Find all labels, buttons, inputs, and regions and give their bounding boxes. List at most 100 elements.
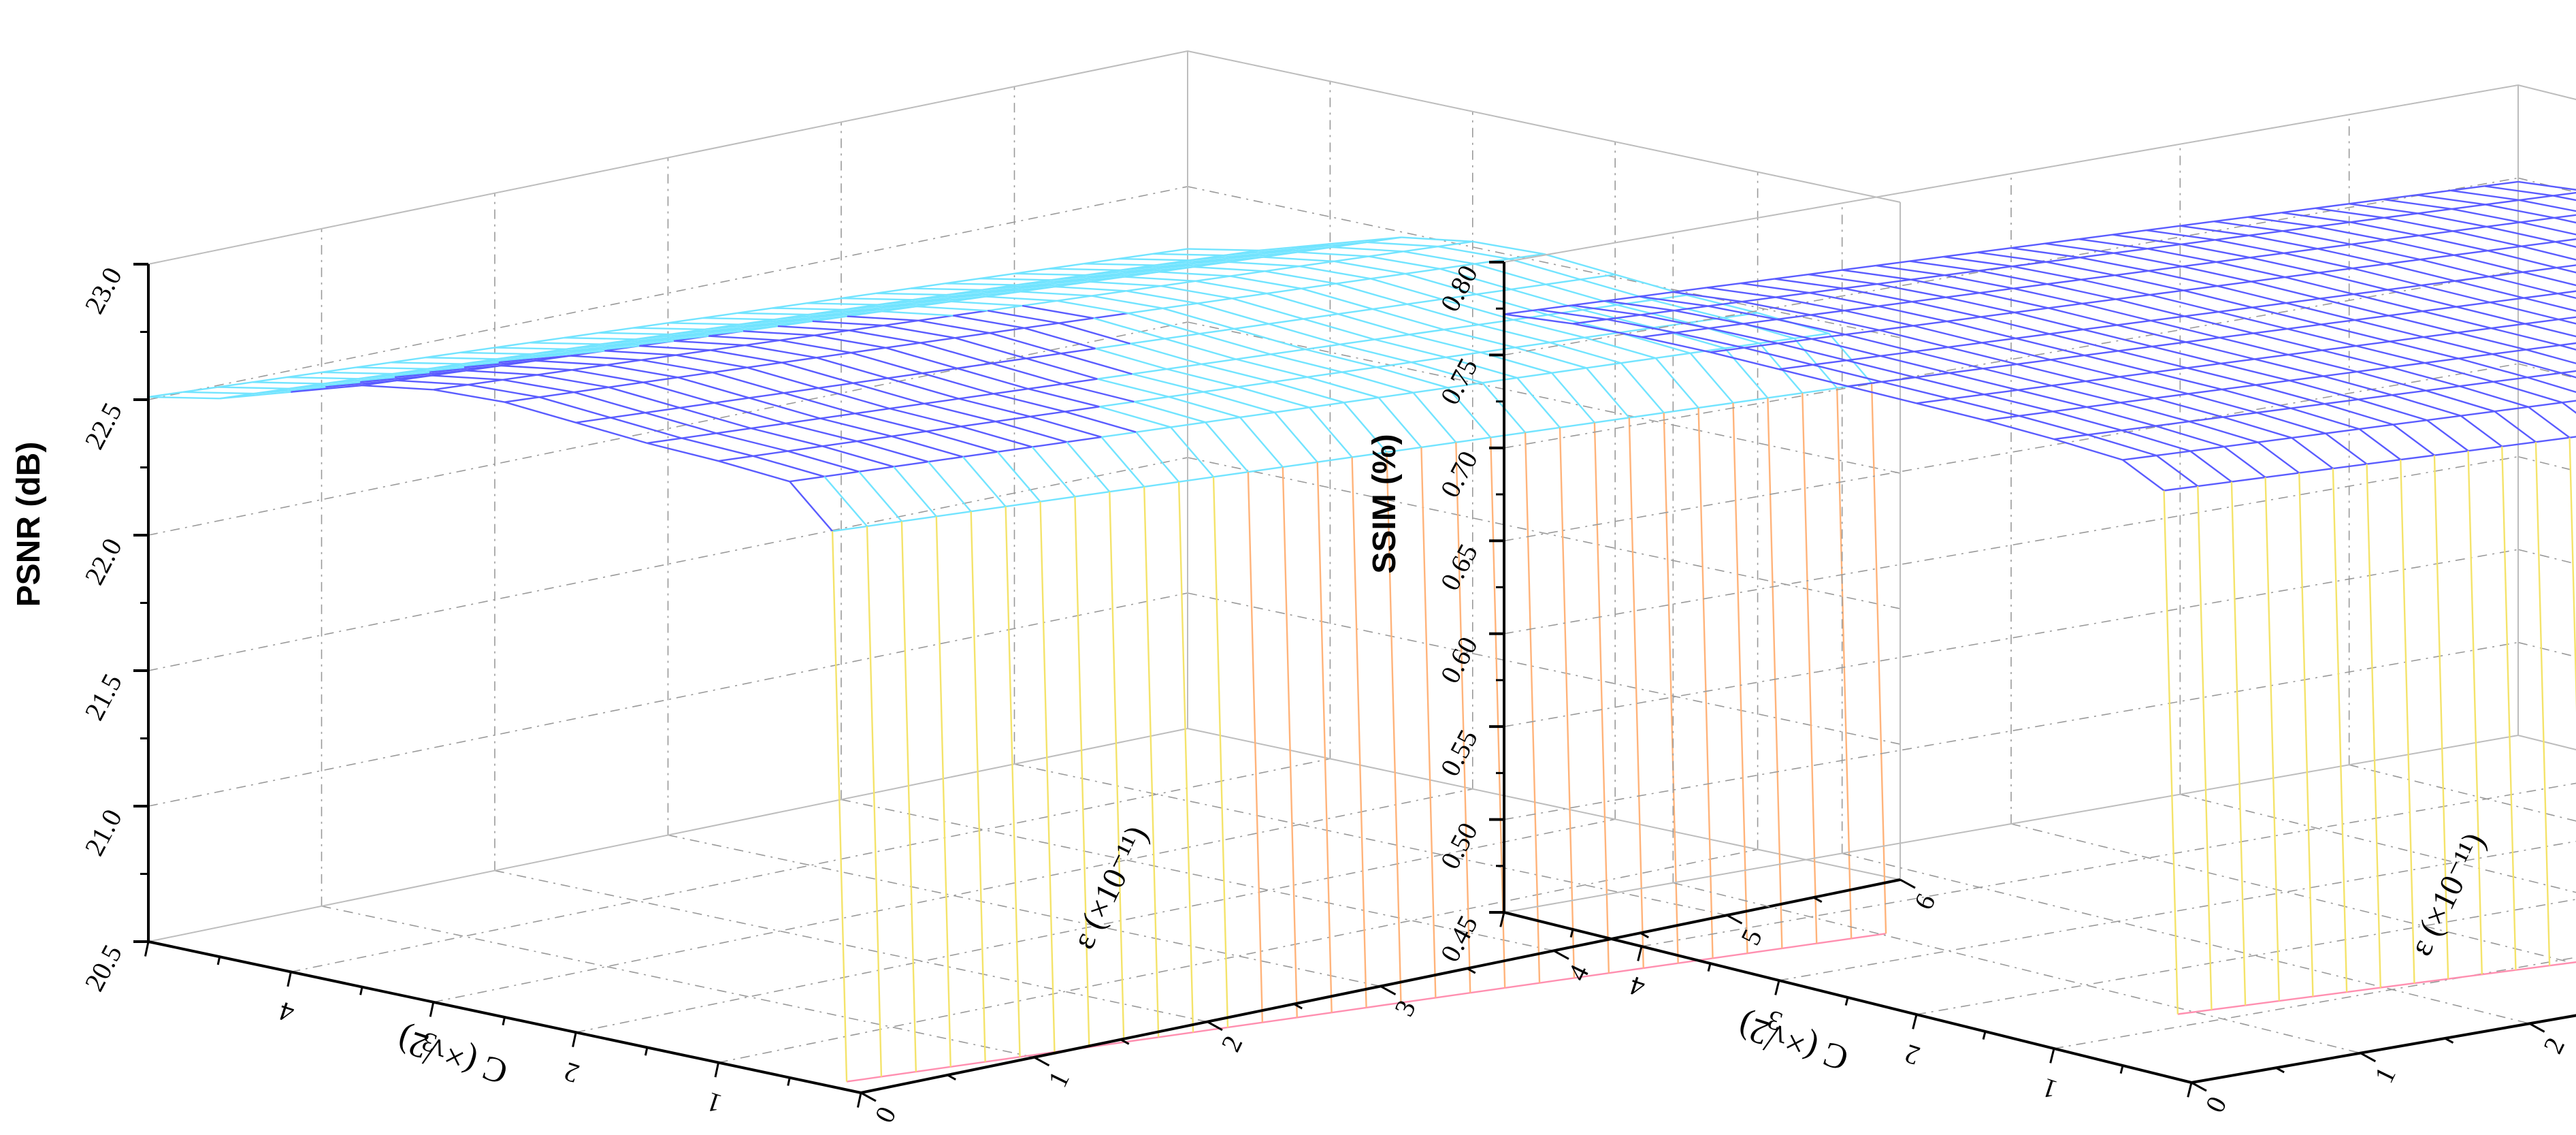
surface-line-c [928,455,963,463]
surface-line-eps [606,364,679,379]
surface-line-eps [2554,217,2576,224]
surface-line-c [1655,352,1691,359]
surface-line-c [2452,225,2487,232]
surface-line-eps [2115,298,2185,317]
surface-line-eps [1224,248,1296,257]
surface-line-eps [496,351,568,360]
surface-line-c [2350,217,2385,223]
surface-line-c [1979,287,2014,294]
surface-line-eps [2557,292,2576,300]
surface-line-eps [2082,302,2151,322]
surface-line-eps [1303,318,1375,340]
surface-line-eps [2253,332,2323,351]
surface-line-eps [1979,292,2049,309]
surface-line-eps [1239,417,1284,468]
surface-line-c [679,402,715,409]
surface-line-eps [2383,217,2453,232]
surface-line-c [2182,261,2217,268]
surface-line-c [2317,243,2352,250]
surface-line-eps [1307,376,1379,399]
surface-line-eps [1295,241,1367,250]
y-tick-label: 2 [2537,1033,2571,1059]
surface-line-c [2560,370,2576,374]
surface-line-c [2285,298,2320,304]
surface-line-eps [1828,332,1873,384]
surface-line-eps [1370,278,1443,300]
surface-line-eps [2386,263,2456,282]
surface-line-c [1064,406,1100,413]
surface-line-c [2528,402,2562,408]
surface-line-c [1594,417,1629,423]
surface-line-eps [1132,373,1204,393]
surface-line-eps [954,337,1027,359]
surface-line-c [2393,419,2428,426]
surface-line-c [2122,454,2157,461]
surface-line-c [2187,388,2222,395]
surface-line-eps [537,374,609,388]
surface-line-eps [849,330,921,344]
surface-line-eps [2019,415,2088,436]
z-tick-label: 0.50 [1434,818,1484,874]
surface-line-eps [1235,358,1308,378]
surface-line-c [1411,356,1446,364]
surface-line-c [749,392,784,399]
surface-line-c [1160,280,1196,287]
surface-line-c [1663,406,1699,414]
surface-line-eps [1571,304,1641,316]
surface-line-eps [2324,403,2394,426]
surface-line-c [1307,371,1342,378]
surface-line-c [1881,377,1916,383]
surface-line-eps [531,347,603,355]
surface-line-c [2485,199,2520,206]
surface-line-eps [217,386,289,390]
surface-line-c [1339,338,1375,346]
surface-line-c [1270,348,1306,355]
surface-line-c [1132,368,1167,375]
surface-line-c [956,362,992,370]
surface-line-eps [2488,275,2558,295]
surface-line-eps [1916,402,1986,421]
surface-line-eps [2221,388,2291,409]
z-tick-label: 21.0 [78,804,128,861]
surface-line-c [1203,386,1239,393]
surface-line-c [1844,305,1878,312]
surface-line-eps [2450,189,2520,202]
surface-line-eps [2332,468,2348,993]
surface-line-eps [2119,376,2189,395]
surface-line-c [1066,436,1102,443]
y-tick-label: 3 [1388,995,1422,1021]
surface-line-c [2181,239,2215,245]
surface-line-eps [466,370,538,376]
surface-line-eps [2524,297,2576,312]
surface-line-c [890,402,925,410]
surface-line-eps [1124,276,1196,283]
surface-line-eps [2121,429,2191,452]
surface-line-c [1980,311,2015,318]
surface-line-c [1851,932,1887,940]
surface-line-eps [2553,195,2576,202]
surface-line-eps [2520,221,2576,236]
surface-line-eps [533,350,605,359]
surface-line-c [572,364,607,371]
surface-line-c [668,317,703,324]
surface-line-c [1089,1041,1124,1049]
surface-line-c [2390,362,2425,368]
surface-line-c [2519,195,2554,202]
surface-line-eps [2154,397,2223,418]
surface-line-eps [1675,332,1744,349]
surface-line-eps [1226,251,1298,260]
surface-line-c [1144,481,1179,488]
surface-line-eps [2390,366,2460,387]
surface-line-c [1580,274,1616,281]
surface-line-eps [953,315,1025,329]
surface-line-eps [2146,229,2215,241]
surface-line-eps [1039,501,1056,1053]
surface-line-eps [710,349,782,364]
surface-line-c [816,351,851,359]
surface-line-eps [2291,437,2334,470]
surface-line-c [781,357,817,364]
surface-line-eps [1673,291,1742,303]
surface-line-eps [2287,327,2356,347]
x-tick-label: 2 [560,1056,583,1089]
surface-line-c [1482,377,1518,384]
